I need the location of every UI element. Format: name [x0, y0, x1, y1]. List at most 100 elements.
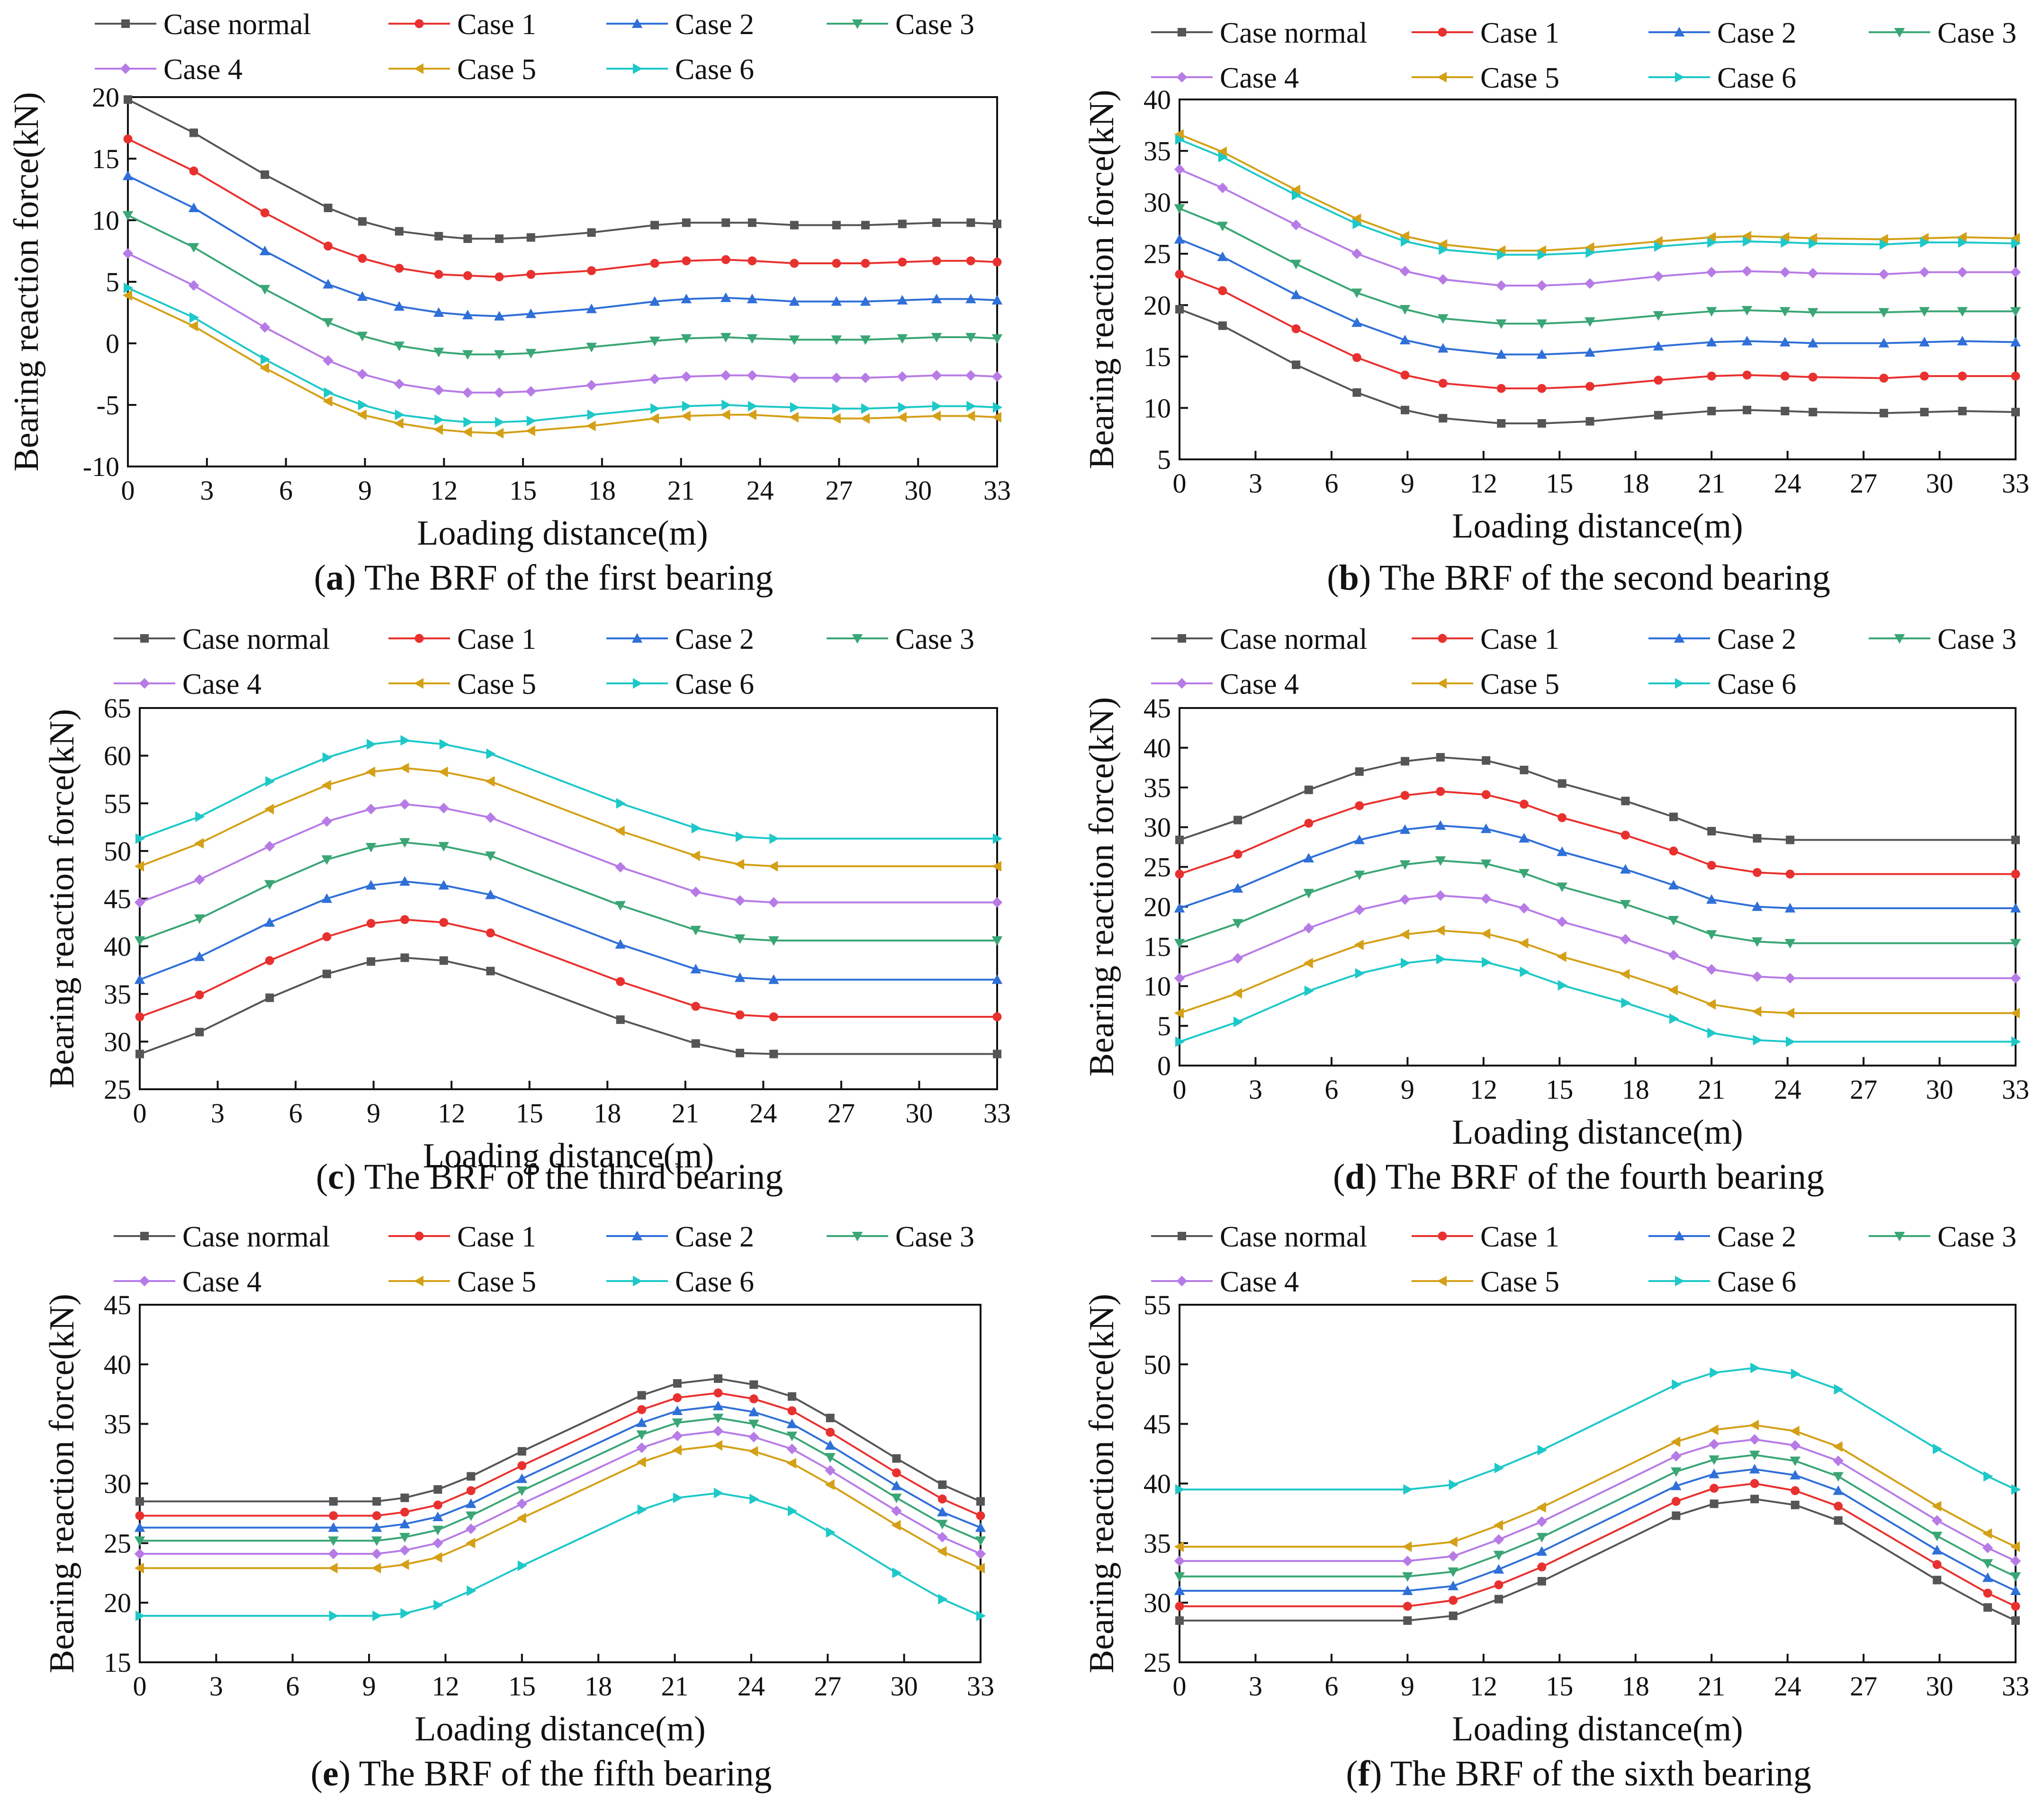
- legend-marker: [1674, 27, 1685, 36]
- data-point: [713, 1374, 722, 1383]
- data-point: [1519, 833, 1530, 843]
- data-point: [188, 243, 199, 253]
- legend-label: Case 4: [182, 668, 261, 700]
- data-point: [1435, 925, 1445, 936]
- data-point: [937, 1520, 948, 1530]
- data-point: [1709, 1425, 1719, 1435]
- data-point: [769, 833, 779, 844]
- chart-panel-a: Case normal Case 1 Case 2 Case 3 Case 4 Case …: [7, 9, 1011, 598]
- legend-label: Case 5: [457, 1266, 536, 1298]
- data-point: [786, 1458, 796, 1469]
- data-point: [1707, 371, 1716, 381]
- legend-label: Case 5: [1480, 62, 1559, 94]
- data-point: [194, 874, 205, 885]
- x-axis-label: Loading distance(m): [1452, 1113, 1743, 1152]
- legend: Case normal Case 1 Case 2 Case 3 Case 4 Case …: [114, 623, 974, 700]
- series-line: [139, 880, 997, 981]
- data-point: [188, 202, 199, 212]
- x-tick-label: 15: [516, 1098, 543, 1129]
- data-point: [323, 395, 333, 407]
- data-point: [1481, 790, 1491, 799]
- data-point: [433, 1500, 442, 1510]
- x-tick-label: 3: [1249, 1671, 1262, 1702]
- data-point: [1303, 923, 1315, 933]
- data-point: [1174, 164, 1185, 175]
- data-point: [937, 1546, 947, 1557]
- data-point: [194, 914, 205, 924]
- data-point: [681, 294, 692, 304]
- data-point: [1710, 1499, 1719, 1508]
- data-point: [399, 762, 409, 774]
- series-case-2: [1174, 1464, 2021, 1595]
- data-point: [891, 1480, 902, 1490]
- data-point: [1494, 1580, 1504, 1589]
- data-point: [1399, 860, 1411, 870]
- data-point: [189, 312, 199, 323]
- x-tick-label: 27: [828, 1098, 855, 1129]
- data-point: [1519, 903, 1530, 914]
- plot-frame: [139, 1304, 981, 1663]
- data-point: [1399, 929, 1410, 940]
- data-point: [1653, 311, 1664, 321]
- data-point: [462, 426, 472, 438]
- data-point: [1175, 1036, 1185, 1047]
- data-point: [1920, 237, 1930, 248]
- data-point: [938, 1594, 948, 1605]
- data-point: [897, 412, 907, 423]
- data-point: [721, 218, 730, 227]
- data-point: [1833, 1441, 1843, 1452]
- legend: Case normal Case 1 Case 2 Case 3 Case 4 Case …: [95, 9, 974, 86]
- data-point: [991, 974, 1003, 984]
- data-point: [259, 285, 270, 295]
- series-case-normal: [1175, 753, 2020, 844]
- data-point: [1303, 958, 1313, 968]
- data-point: [768, 861, 778, 872]
- data-point: [898, 219, 907, 228]
- data-point: [1536, 1516, 1548, 1527]
- data-point: [1536, 349, 1548, 359]
- caption-text: ) The BRF of the sixth bearing: [1370, 1754, 1811, 1793]
- data-point: [787, 1506, 798, 1516]
- data-point: [1668, 915, 1679, 926]
- x-axis-label: Loading distance(m): [1452, 507, 1743, 546]
- y-tick-label: 30: [104, 1469, 131, 1499]
- data-point: [1496, 384, 1506, 393]
- data-point: [322, 752, 333, 763]
- data-point: [1878, 308, 1890, 318]
- data-point: [672, 1418, 683, 1428]
- data-point: [188, 280, 199, 291]
- data-point: [2010, 267, 2021, 278]
- data-point: [898, 257, 907, 267]
- data-point: [1790, 1470, 1801, 1479]
- data-point: [1437, 274, 1449, 285]
- data-point: [1958, 406, 1967, 415]
- legend-label: Case normal: [182, 623, 330, 655]
- data-point: [517, 1461, 527, 1470]
- data-point: [1402, 1555, 1413, 1567]
- data-point: [1174, 1555, 1185, 1567]
- data-point: [1834, 1384, 1844, 1395]
- legend-marker: [414, 63, 423, 74]
- legend-marker: [1675, 72, 1685, 83]
- data-point: [358, 254, 367, 263]
- x-tick-label: 0: [121, 475, 135, 506]
- data-point: [399, 1518, 410, 1529]
- data-point: [357, 291, 368, 301]
- data-point: [1781, 237, 1791, 248]
- data-point: [2010, 337, 2021, 347]
- data-point: [1780, 337, 1791, 347]
- data-point: [494, 350, 505, 360]
- data-point: [372, 1497, 381, 1506]
- legend-marker: [631, 633, 643, 643]
- data-point: [134, 974, 145, 984]
- data-point: [897, 334, 908, 344]
- data-point: [463, 271, 472, 280]
- data-point: [195, 811, 205, 822]
- data-point: [966, 256, 975, 266]
- y-axis-label: Bearing reaction force(kN): [1082, 90, 1121, 469]
- data-point: [433, 424, 443, 435]
- data-point: [1706, 267, 1717, 278]
- data-point: [860, 413, 870, 424]
- y-tick-label: 30: [104, 1026, 131, 1057]
